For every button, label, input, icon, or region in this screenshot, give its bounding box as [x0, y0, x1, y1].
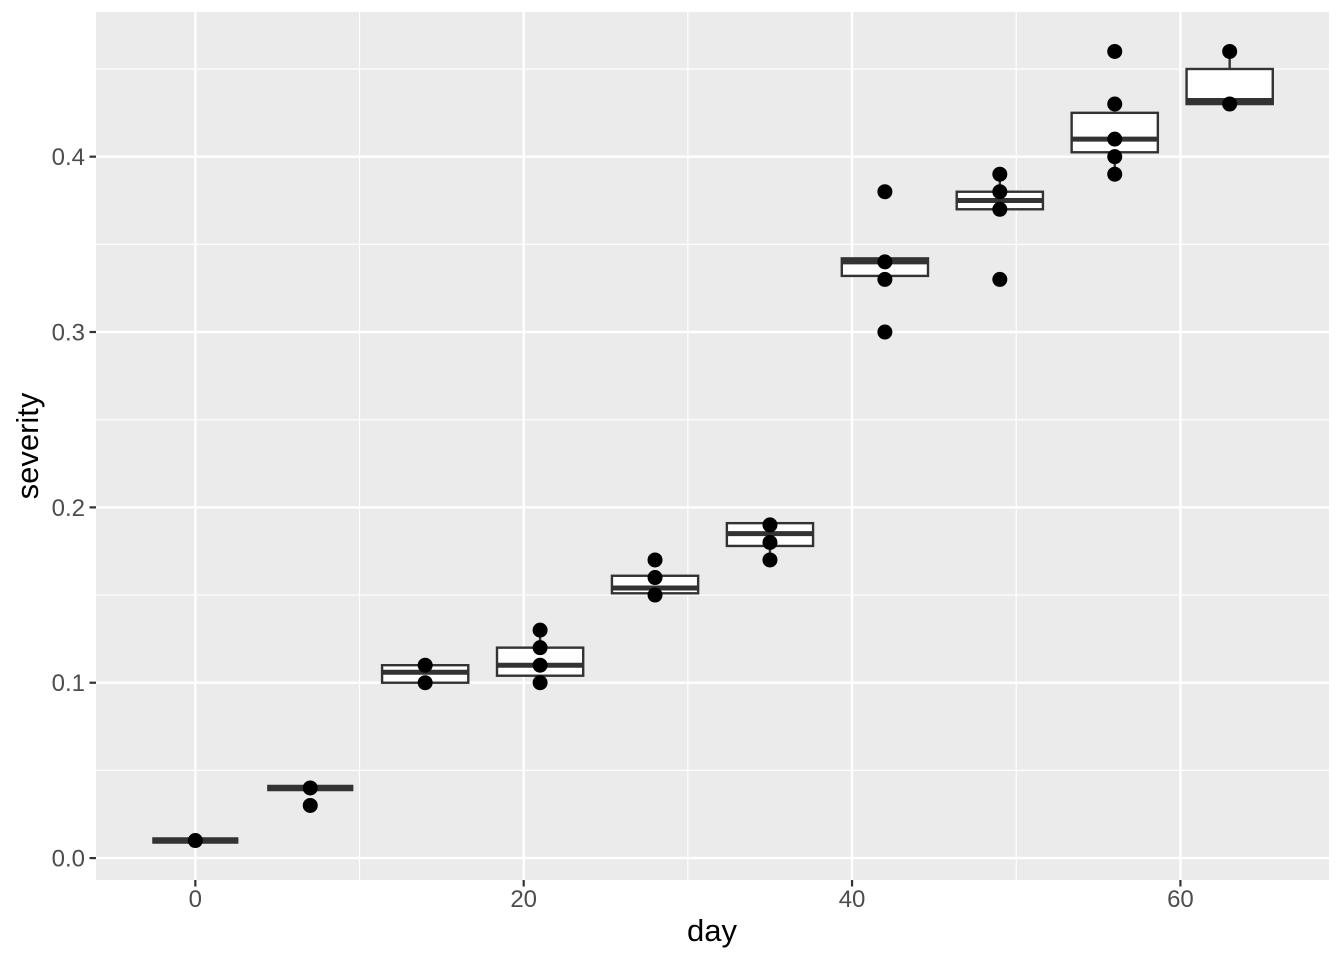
data-point	[992, 184, 1008, 200]
data-point	[532, 675, 548, 691]
y-tick-label: 0.4	[52, 144, 85, 171]
y-axis-title: severity	[10, 392, 45, 499]
major-gridlines	[96, 12, 1329, 880]
y-tick-label: 0.2	[52, 495, 85, 522]
data-point	[187, 833, 203, 849]
data-point	[532, 622, 548, 638]
data-points-layer	[187, 43, 1238, 849]
data-point	[877, 324, 893, 340]
data-point	[1107, 149, 1123, 165]
data-point	[992, 166, 1008, 182]
data-point	[302, 797, 318, 813]
data-point	[532, 657, 548, 673]
data-point	[762, 517, 778, 533]
x-tick-label: 40	[839, 886, 866, 913]
axis-tick-marks	[89, 155, 1182, 887]
data-point	[762, 534, 778, 550]
data-point	[647, 570, 663, 586]
data-point	[417, 675, 433, 691]
data-point	[302, 780, 318, 796]
data-point	[1107, 131, 1123, 147]
data-point	[762, 552, 778, 568]
data-point	[1222, 96, 1238, 112]
data-point	[877, 271, 893, 287]
x-tick-label: 20	[510, 886, 537, 913]
data-point	[532, 640, 548, 656]
x-axis-title: day	[687, 913, 737, 948]
data-point	[1222, 43, 1238, 59]
data-point	[992, 201, 1008, 217]
data-point	[1107, 43, 1123, 59]
data-point	[877, 184, 893, 200]
data-point	[992, 271, 1008, 287]
data-point	[877, 254, 893, 270]
data-point	[647, 552, 663, 568]
axis-tick-labels: 0 20 40 60 0.0 0.1 0.2 0.3 0.4	[52, 144, 1194, 913]
x-tick-label: 0	[189, 886, 202, 913]
y-tick-label: 0.1	[52, 670, 85, 697]
data-point	[1107, 166, 1123, 182]
data-point	[647, 587, 663, 603]
data-point	[417, 657, 433, 673]
x-tick-label: 60	[1167, 886, 1194, 913]
y-tick-label: 0.0	[52, 846, 85, 873]
y-tick-label: 0.3	[52, 320, 85, 347]
data-point	[1107, 96, 1123, 112]
